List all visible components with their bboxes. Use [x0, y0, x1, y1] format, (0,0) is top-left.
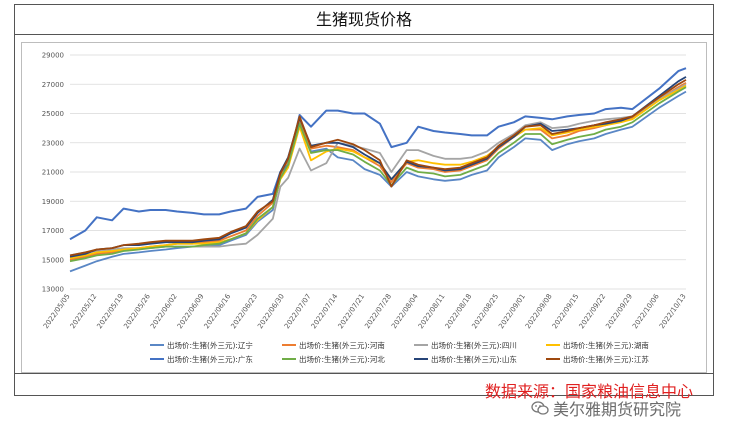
x-tick-label: 2022/05/05 — [42, 293, 72, 331]
x-tick-label: 2022/06/16 — [203, 292, 233, 330]
x-tick-label: 2022/07/14 — [310, 292, 340, 330]
series-line-7 — [69, 79, 687, 257]
watermark: 美尔雅期货研究院 — [531, 396, 681, 420]
y-tick-label: 15000 — [42, 256, 64, 264]
series-line-0 — [69, 90, 687, 273]
legend-label-0: 出场价:生猪(外三元):辽宁 — [167, 340, 253, 350]
x-tick-label: 2022/09/15 — [551, 293, 581, 331]
y-tick-label: 13000 — [42, 286, 64, 294]
x-tick-label: 2022/07/28 — [363, 293, 393, 331]
footer-divider — [15, 373, 713, 374]
series-line-6 — [69, 76, 687, 258]
x-tick-label: 2022/10/06 — [631, 292, 661, 330]
data-source-note: 数据来源：国家粮油信息中心 — [485, 382, 694, 401]
chart-title: 生猪现货价格 — [15, 5, 713, 35]
wechat-icon — [531, 401, 549, 420]
line-chart: 13000 15000 17000 19000 21000 23000 25000 27000… — [42, 52, 688, 364]
x-tick-label: 2022/08/18 — [444, 293, 474, 331]
x-tick-label: 2022/08/11 — [417, 293, 447, 331]
legend: 出场价:生猪(外三元):辽宁 出场价:生猪(外三元):河南 出场价:生猪(外三元):… — [150, 340, 649, 364]
legend-label-4: 出场价:生猪(外三元):广东 — [167, 354, 253, 364]
x-axis-ticks: 2022/05/052022/05/122022/05/192022/05/26… — [42, 292, 688, 330]
legend-label-3: 出场价:生猪(外三元):湖南 — [563, 340, 649, 350]
legend-label-6: 出场价:生猪(外三元):山东 — [431, 354, 517, 364]
x-tick-label: 2022/05/26 — [122, 292, 152, 330]
series-line-3 — [69, 84, 687, 260]
y-tick-label: 21000 — [42, 169, 64, 177]
y-tick-label: 23000 — [42, 139, 64, 147]
x-tick-label: 2022/07/07 — [283, 293, 313, 331]
y-tick-label: 17000 — [42, 227, 64, 235]
x-tick-label: 2022/09/22 — [578, 293, 608, 331]
x-tick-label: 2022/06/30 — [256, 293, 286, 331]
x-tick-label: 2022/07/21 — [337, 293, 367, 331]
series-line-1 — [69, 82, 687, 261]
legend-label-7: 出场价:生猪(外三元):江苏 — [563, 354, 649, 364]
x-tick-label: 2022/08/04 — [390, 292, 420, 330]
x-tick-label: 2022/06/09 — [176, 293, 206, 331]
x-tick-label: 2022/08/25 — [470, 293, 500, 331]
legend-label-1: 出场价:生猪(外三元):河南 — [299, 340, 385, 350]
chart-frame: 生猪现货价格 13000 15000 17000 19000 21000 23000 250… — [14, 4, 714, 401]
plot-area: 13000 15000 17000 19000 21000 23000 25000 27000… — [21, 42, 707, 373]
x-tick-label: 2022/05/12 — [69, 293, 99, 331]
x-tick-label: 2022/06/02 — [149, 293, 179, 331]
series-line-4 — [69, 67, 687, 241]
x-tick-label: 2022/05/19 — [96, 293, 126, 331]
y-axis-ticks: 13000 15000 17000 19000 21000 23000 25000 27000… — [42, 52, 64, 294]
x-tick-label: 2022/09/29 — [604, 293, 634, 331]
legend-label-5: 出场价:生猪(外三元):河北 — [299, 354, 385, 364]
watermark-text: 美尔雅期货研究院 — [553, 400, 682, 419]
x-tick-label: 2022/10/13 — [658, 293, 688, 331]
legend-label-2: 出场价:生猪(外三元):四川 — [431, 340, 517, 350]
series-line-5 — [69, 86, 687, 263]
y-tick-label: 27000 — [42, 81, 64, 89]
y-tick-label: 19000 — [42, 198, 64, 206]
x-tick-label: 2022/06/23 — [229, 293, 259, 331]
series-lines — [69, 67, 687, 273]
grid-lines — [70, 54, 686, 290]
x-tick-label: 2022/09/01 — [497, 293, 527, 331]
x-tick-label: 2022/09/08 — [524, 293, 554, 331]
y-tick-label: 29000 — [42, 52, 64, 60]
y-tick-label: 25000 — [42, 110, 64, 118]
